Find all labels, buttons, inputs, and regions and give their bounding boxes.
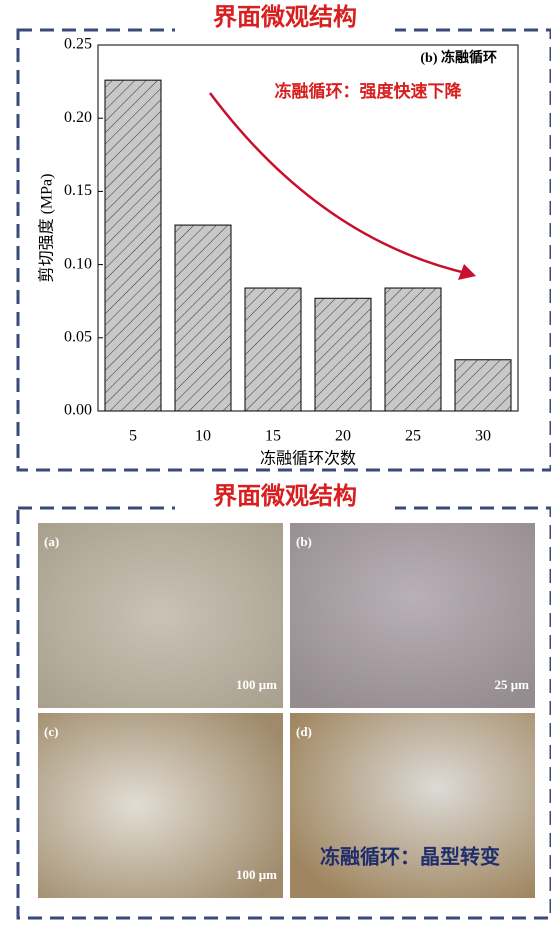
y-tick-label: 0.20 xyxy=(64,109,92,126)
bar-hatch xyxy=(385,288,441,411)
title-backdrop xyxy=(175,480,395,520)
y-tick-label: 0.10 xyxy=(64,255,92,272)
micrograph xyxy=(290,523,535,708)
bar-hatch xyxy=(455,359,511,411)
scale-label: 25 μm xyxy=(495,677,530,692)
scale-label: 100 μm xyxy=(236,677,277,692)
annotation: 冻融循环：强度快速下降 xyxy=(275,81,463,102)
x-tick-label: 10 xyxy=(195,428,211,445)
y-tick-label: 0.15 xyxy=(64,182,92,199)
micrograph xyxy=(38,713,283,898)
y-tick-label: 0.25 xyxy=(64,36,92,53)
caption: 冻融循环：晶型转变 xyxy=(320,845,500,869)
x-tick-label: 30 xyxy=(475,428,491,445)
bar-hatch xyxy=(175,225,231,411)
trend-arrow xyxy=(208,92,471,276)
x-tick-label: 15 xyxy=(265,428,281,445)
image-label: (b) xyxy=(296,534,312,549)
y-tick-label: 0.00 xyxy=(64,402,92,419)
image-label: (d) xyxy=(296,724,312,739)
micrograph xyxy=(290,713,535,898)
bar-hatch xyxy=(245,288,301,411)
arrow-head xyxy=(458,264,476,280)
micrograph xyxy=(38,523,283,708)
x-axis-label: 冻融循环次数 xyxy=(260,450,356,468)
y-tick-label: 0.05 xyxy=(64,328,92,345)
x-tick-label: 25 xyxy=(405,428,421,445)
x-tick-label: 5 xyxy=(129,428,137,445)
x-tick-label: 20 xyxy=(335,428,351,445)
plot-frame xyxy=(97,44,519,412)
chart-title: 界面微观结构 xyxy=(213,3,357,31)
bar-hatch xyxy=(105,80,161,412)
y-axis-label: 剪切强度 (MPa) xyxy=(38,174,56,283)
scale-label: 100 μm xyxy=(236,867,277,882)
panel-title: 界面微观结构 xyxy=(213,482,357,510)
image-label: (a) xyxy=(44,534,59,549)
micrographs: (a) 100 μm (b) 25 μm (c) 100 μm (d) xyxy=(38,523,535,898)
title-backdrop xyxy=(175,0,395,38)
annotation: (b) 冻融循环 xyxy=(420,49,497,66)
image-label: (c) xyxy=(44,724,58,739)
bar-hatch xyxy=(315,298,371,411)
